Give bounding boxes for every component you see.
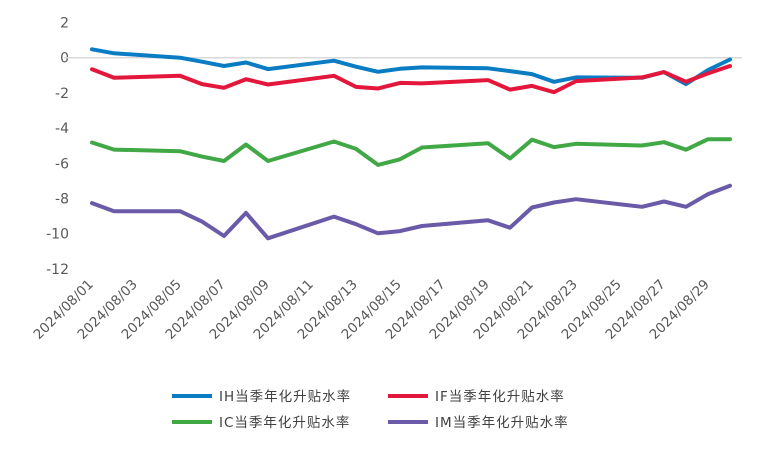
y-tick-label: -12 [46,262,69,278]
y-tick-label: 2 [60,16,69,32]
y-tick-label: -4 [55,121,69,137]
legend-item-if[interactable]: IF当季年化升贴水率 [388,388,565,405]
y-tick-label: 0 [60,51,69,67]
series-line-ic [90,137,732,167]
legend-item-ic[interactable]: IC当季年化升贴水率 [172,414,350,431]
y-tick-label: -2 [55,86,69,102]
legend-item-im[interactable]: IM当季年化升贴水率 [388,414,569,431]
legend-label: IF当季年化升贴水率 [435,388,565,405]
x-axis: 2024/08/012024/08/032024/08/052024/08/07… [30,277,712,343]
series-lines [90,47,732,241]
legend-label: IC当季年化升贴水率 [219,414,350,431]
y-axis: 2 0 -2 -4 -6 -8 -10 -12 [46,16,69,278]
series-line-if [90,64,732,95]
legend-label: IH当季年化升贴水率 [219,388,351,405]
legend-label: IM当季年化升贴水率 [435,414,569,431]
legend-item-ih[interactable]: IH当季年化升贴水率 [172,388,351,405]
series-line-im [90,183,732,241]
legend: IH当季年化升贴水率 IF当季年化升贴水率 IC当季年化升贴水率 IM当季年化升贴水率 [172,388,569,431]
y-tick-label: -8 [55,192,69,208]
y-tick-label: -10 [46,227,69,243]
y-tick-label: -6 [55,156,69,172]
